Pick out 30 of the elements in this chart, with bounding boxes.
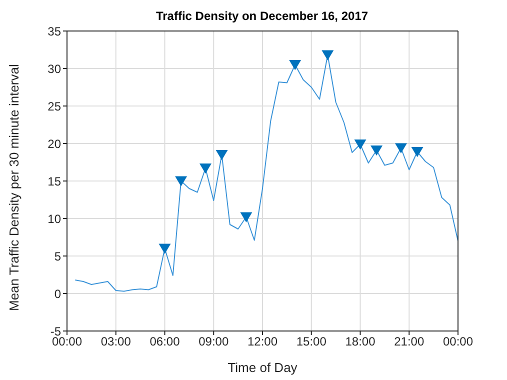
y-tick-label: 0 [54,286,62,301]
y-tick-label: 25 [48,99,62,114]
y-tick-label: 35 [48,24,62,38]
x-tick-label: 09:00 [198,334,229,349]
y-tick-label: 5 [54,249,62,264]
y-axis-title: Mean Traffic Density per 30 minute interval [6,64,22,311]
point [199,163,212,174]
point [158,244,171,254]
y-tick-label: 15 [48,174,62,188]
x-tick-label: 18:00 [345,334,376,349]
y-tick-label: 10 [48,212,62,226]
point [175,176,188,186]
chart-title: Traffic Density on December 16, 2017 [156,9,368,23]
point [370,145,383,156]
y-tick-label: 20 [48,136,62,151]
x-tick-label: 21:00 [394,334,424,349]
x-tick-label: 15:00 [296,334,327,349]
point [322,50,334,60]
point [289,60,302,70]
y-tick-label: 30 [48,62,62,76]
x-axis-title: Time of Day [228,360,298,375]
point [394,143,407,154]
point [216,150,228,160]
x-tick-label: 00:00 [442,334,474,349]
point [411,146,424,158]
x-tick-label: 12:00 [247,334,278,349]
point [240,212,252,222]
point [354,139,366,150]
x-tick-label: 03:00 [100,334,132,349]
x-tick-label: 06:00 [150,334,180,349]
